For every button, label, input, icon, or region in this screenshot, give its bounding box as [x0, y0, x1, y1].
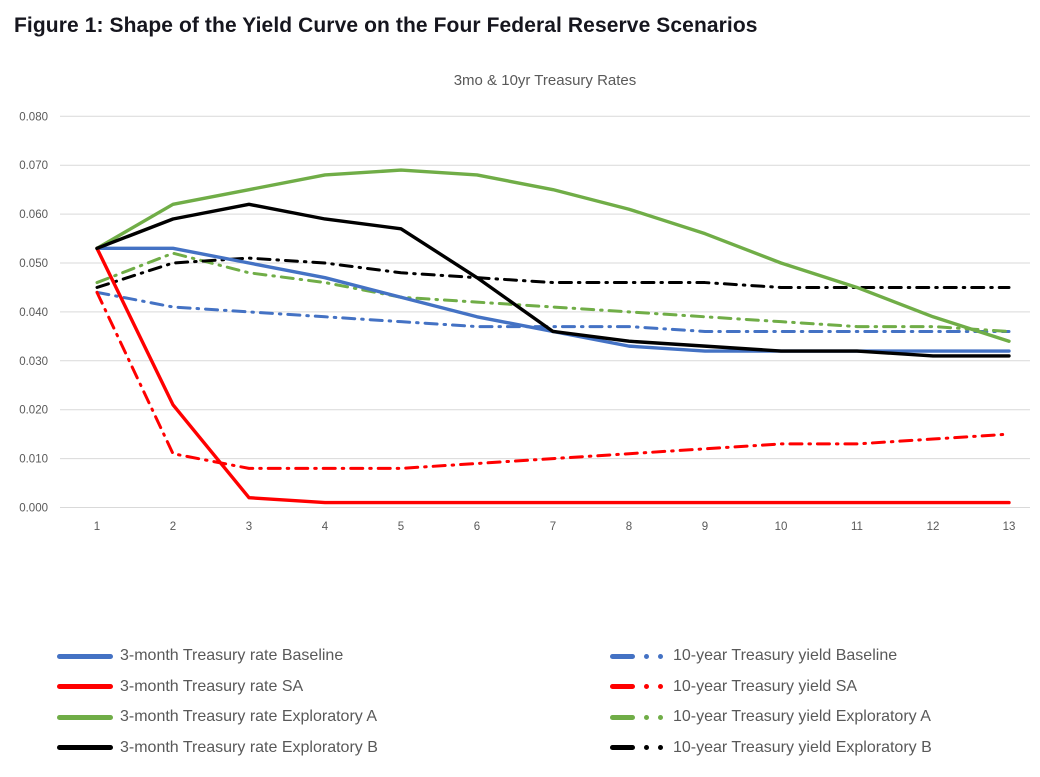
y-axis-tick-label: 0.020	[19, 405, 48, 417]
y-axis-tick-label: 0.050	[19, 258, 48, 270]
x-axis-tick-label: 8	[626, 521, 632, 533]
series-line	[95, 246, 1011, 353]
swatch-dot-icon	[658, 745, 663, 750]
x-axis-tick-label: 13	[1003, 521, 1016, 533]
series-line	[95, 251, 1011, 333]
y-axis-tick-label: 0.030	[19, 356, 48, 368]
legend-label: 3-month Treasury rate Exploratory B	[120, 738, 378, 756]
y-axis-tick-label: 0.000	[19, 503, 48, 515]
legend-item: 10-year Treasury yield Exploratory B	[610, 738, 932, 758]
legend-line-swatch-icon	[610, 646, 670, 666]
swatch-dot-icon	[658, 653, 663, 659]
x-axis-tick-label: 2	[170, 521, 176, 533]
swatch-dash-icon	[610, 653, 635, 659]
swatch-dash-icon	[610, 714, 635, 720]
series-line	[95, 290, 1011, 333]
y-axis-tick-label: 0.070	[19, 160, 48, 172]
legend-line-swatch-icon	[610, 677, 670, 697]
x-axis-tick-label: 12	[927, 521, 940, 533]
x-axis-tick-label: 6	[474, 521, 480, 533]
swatch-dash-icon	[57, 714, 113, 720]
legend-item: 10-year Treasury yield Baseline	[610, 646, 932, 666]
swatch-dash-icon	[57, 653, 113, 659]
swatch-dot-icon	[644, 745, 649, 750]
x-axis-tick-label: 3	[246, 521, 252, 533]
y-axis-tick-label: 0.010	[19, 454, 48, 466]
legend-label: 3-month Treasury rate Baseline	[120, 647, 344, 664]
legend-item: 3-month Treasury rate Exploratory A	[57, 707, 378, 727]
x-axis-tick-label: 11	[851, 521, 863, 533]
legend-line-swatch-icon	[57, 707, 117, 727]
legend-item: 10-year Treasury yield SA	[610, 677, 932, 697]
legend-item: 10-year Treasury yield Exploratory A	[610, 707, 932, 727]
legend-label: 10-year Treasury yield Exploratory A	[673, 708, 931, 725]
series-line	[95, 168, 1011, 343]
legend-line-swatch-icon	[610, 707, 670, 727]
legend-line-swatch-icon	[57, 646, 117, 666]
legend-line-swatch-icon	[610, 738, 670, 758]
x-axis-tick-label: 1	[94, 521, 100, 533]
y-axis-tick-label: 0.040	[19, 307, 48, 319]
legend-label: 10-year Treasury yield SA	[673, 677, 858, 695]
swatch-dot-icon	[644, 684, 649, 689]
swatch-dash-icon	[57, 684, 113, 689]
legend-item: 3-month Treasury rate Exploratory B	[57, 738, 378, 758]
x-axis-tick-label: 9	[702, 521, 708, 533]
legend-line-swatch-icon	[57, 738, 117, 758]
chart-plot-area: 0.000 0.010 0.020 0.030 0.040 0.050 0.060 0.070…	[19, 111, 1030, 533]
swatch-dot-icon	[644, 714, 649, 720]
legend-item: 3-month Treasury rate SA	[57, 677, 378, 697]
y-axis-tick-label: 0.080	[19, 111, 48, 123]
swatch-dash-icon	[610, 745, 635, 750]
legend-column-10year: 10-year Treasury yield Baseline 10-year …	[610, 646, 932, 768]
series-line	[95, 290, 1011, 470]
y-axis-tick-label: 0.060	[19, 209, 48, 221]
figure-title: Figure 1: Shape of the Yield Curve on th…	[14, 14, 758, 37]
legend-label: 3-month Treasury rate SA	[120, 677, 304, 695]
x-axis-tick-label: 7	[550, 521, 556, 533]
chart-title: 3mo & 10yr Treasury Rates	[453, 72, 637, 89]
legend-item: 3-month Treasury rate Baseline	[57, 646, 378, 666]
legend-line-swatch-icon	[57, 677, 117, 697]
legend-label: 3-month Treasury rate Exploratory A	[120, 708, 377, 725]
legend-label: 10-year Treasury yield Baseline	[673, 647, 898, 664]
legend-column-3month: 3-month Treasury rate Baseline 3-month T…	[57, 646, 378, 768]
series-line	[95, 256, 1011, 289]
swatch-dot-icon	[658, 684, 663, 689]
series-line	[95, 202, 1011, 358]
swatch-dot-icon	[644, 653, 649, 659]
legend-label: 10-year Treasury yield Exploratory B	[673, 738, 932, 756]
swatch-dash-icon	[57, 745, 113, 750]
x-axis-tick-label: 5	[398, 521, 404, 533]
swatch-dash-icon	[610, 684, 635, 689]
series-line	[95, 246, 1011, 505]
x-axis-tick-label: 4	[322, 521, 329, 533]
swatch-dot-icon	[658, 714, 663, 720]
x-axis-tick-label: 10	[775, 521, 788, 533]
